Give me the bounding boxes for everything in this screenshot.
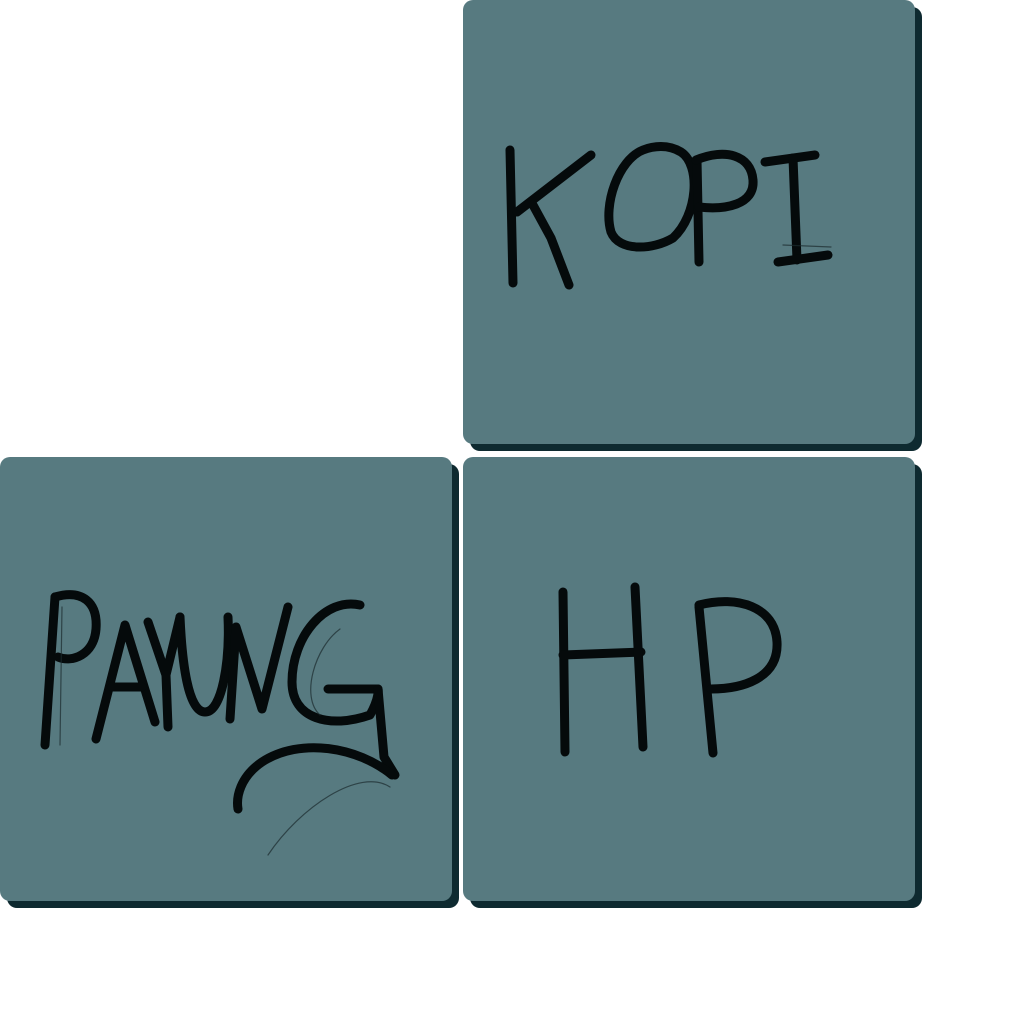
- hp-handwriting: [558, 582, 782, 758]
- tile-payung[interactable]: PAYUNG: [0, 457, 452, 901]
- kopi-handwriting: [505, 142, 833, 290]
- tile-hp[interactable]: HP: [463, 457, 915, 901]
- tile-kopi[interactable]: KOPI: [463, 0, 915, 444]
- payung-handwriting: [40, 590, 400, 856]
